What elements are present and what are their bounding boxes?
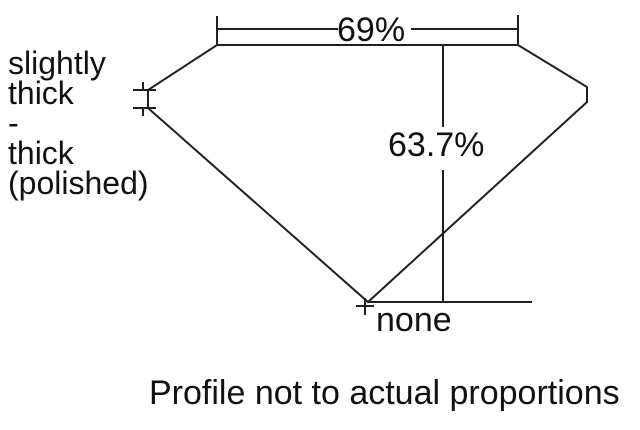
diamond-outline-shape bbox=[147, 44, 588, 304]
girdle-thickness-label: slightly thick - thick (polished) bbox=[8, 45, 149, 201]
diagram-caption: Profile not to actual proportions bbox=[149, 374, 620, 412]
table-width-percent-label: 69% bbox=[337, 11, 406, 49]
culet-label: none bbox=[376, 301, 452, 339]
depth-percent-label: 63.7% bbox=[388, 126, 485, 164]
